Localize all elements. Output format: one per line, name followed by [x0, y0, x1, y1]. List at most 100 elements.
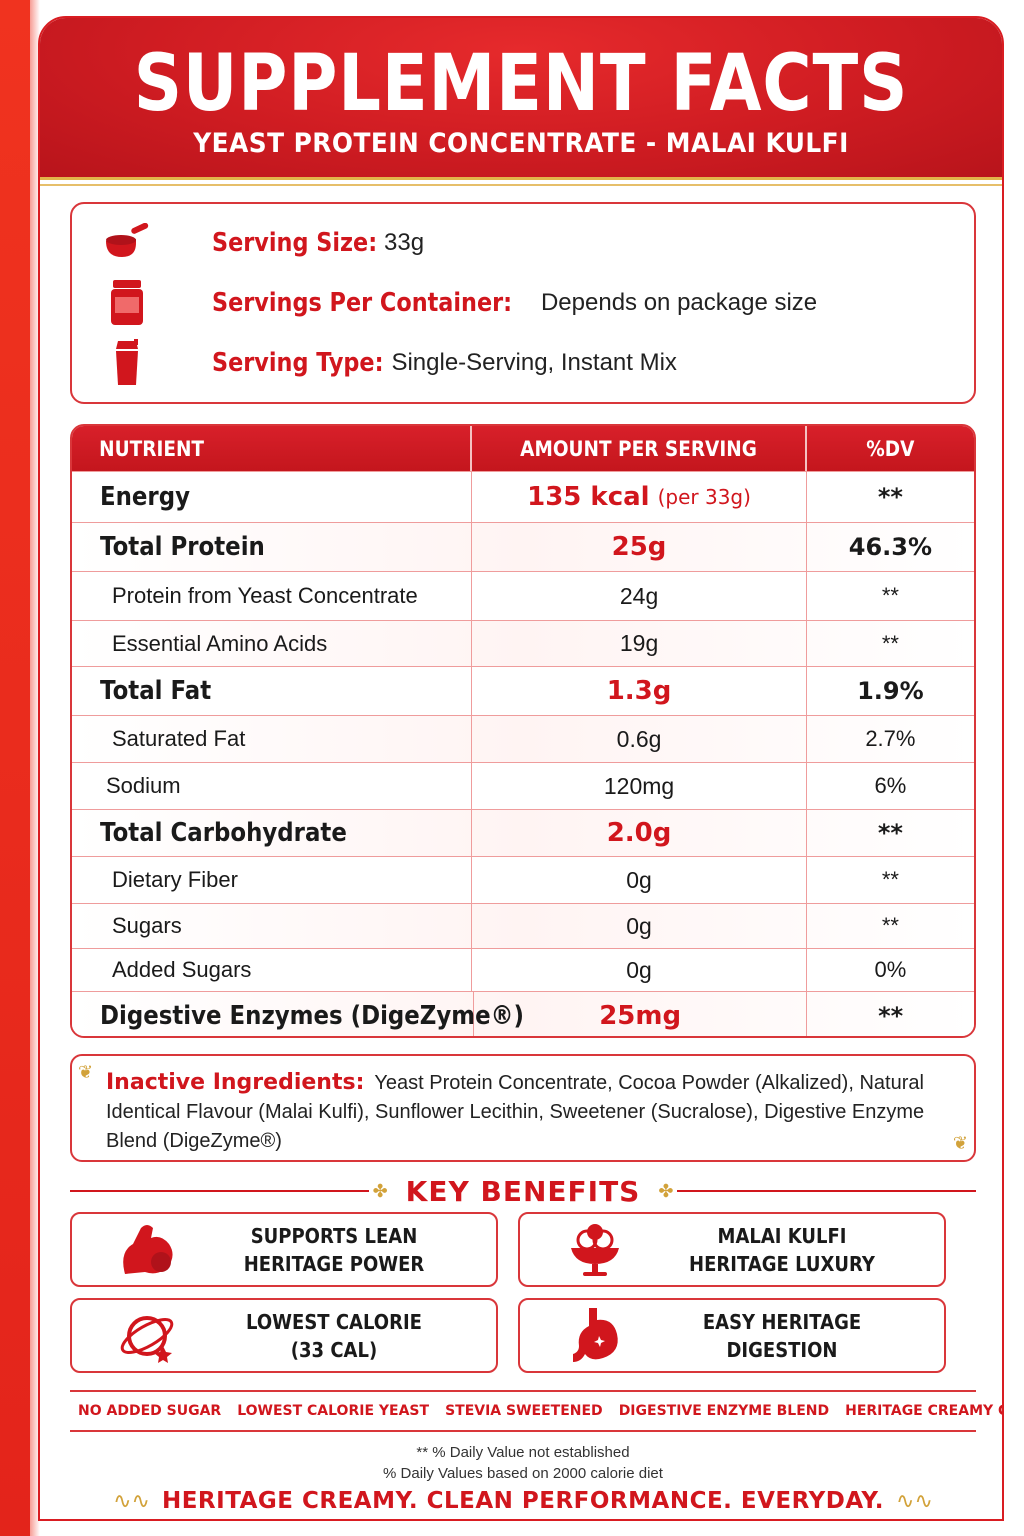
flexed-arm-icon	[92, 1222, 202, 1278]
table-row: Protein from Yeast Concentrate 24g **	[72, 571, 974, 620]
heading-rule	[70, 1190, 369, 1192]
left-accent-strip	[0, 0, 30, 1536]
nutrient-dv: **	[881, 583, 899, 608]
ornament-icon: ✤	[372, 1180, 388, 1201]
serving-size-label: Serving Size:	[212, 228, 378, 258]
benefit-line: DIGESTION	[726, 1337, 838, 1362]
nutrient-name: Total Protein	[72, 523, 473, 571]
nutrient-dv: **	[877, 819, 903, 847]
ice-cream-bowl-icon	[540, 1220, 650, 1280]
nutrient-name: Total Fat	[72, 667, 473, 715]
corner-ornament-icon: ❦	[78, 1062, 94, 1082]
serving-size-value: 33g	[384, 229, 425, 256]
table-header: NUTRIENT AMOUNT PER SERVING %DV	[72, 426, 974, 471]
protein-tub-icon	[102, 278, 152, 328]
inactive-ingredients-label: Inactive Ingredients:	[106, 1070, 365, 1095]
nutrient-dv: 2.7%	[865, 726, 916, 751]
table-row: Total Carbohydrate 2.0g **	[72, 809, 974, 856]
nutrient-name: Dietary Fiber	[72, 857, 473, 903]
benefit-line: (33 CAL)	[290, 1337, 378, 1362]
supplement-facts-panel: SUPPLEMENT FACTS YEAST PROTEIN CONCENTRA…	[38, 16, 1004, 1521]
benefit-line: EASY HERITAGE	[702, 1309, 862, 1334]
nutrient-dv: **	[881, 630, 899, 656]
serving-info-box: Serving Size: 33g Servings Per Container…	[70, 202, 976, 404]
benefit-card-easy-digestion: EASY HERITAGE DIGESTION	[518, 1298, 946, 1373]
footnotes: ** % Daily Value not established % Daily…	[40, 1442, 1002, 1484]
nutrient-name: Essential Amino Acids	[72, 621, 473, 666]
benefit-card-lean-power: SUPPORTS LEAN HERITAGE POWER	[70, 1212, 498, 1287]
nutrient-amount: 2.0g	[472, 810, 807, 856]
table-row: Digestive Enzymes (DigeZyme®) 25mg **	[72, 991, 974, 1036]
nutrient-amount: 0g	[472, 904, 807, 948]
flourish-icon: ∿∿	[896, 1488, 933, 1513]
corner-ornament-icon: ❦	[952, 1133, 968, 1153]
shaker-bottle-icon	[102, 338, 152, 388]
feature-tag: NO ADDED SUGAR	[78, 1403, 222, 1419]
amount-unit-note: (per 33g)	[657, 485, 751, 509]
benefit-line: HERITAGE POWER	[243, 1251, 425, 1276]
nutrient-amount: 25mg	[474, 992, 808, 1036]
nutrient-amount: 19g	[472, 621, 807, 666]
nutrient-name: Saturated Fat	[72, 716, 473, 762]
table-row: Sodium 120mg 6%	[72, 762, 974, 809]
ornament-icon: ✤	[658, 1180, 674, 1201]
nutrient-amount: 0g	[472, 857, 807, 903]
nutrient-name: Sodium	[72, 763, 473, 809]
serving-size-row: Serving Size: 33g	[102, 218, 424, 268]
nutrient-amount: 120mg	[472, 763, 807, 809]
nutrient-amount: 25g	[472, 523, 807, 571]
nutrient-table: NUTRIENT AMOUNT PER SERVING %DV Energy 13…	[70, 424, 976, 1038]
table-row: Energy 135 kcal (per 33g) **	[72, 471, 974, 522]
nutrient-dv: 46.3%	[848, 533, 933, 561]
table-row: Sugars 0g **	[72, 903, 974, 948]
benefit-line: MALAI KULFI	[717, 1223, 847, 1248]
calorie-orbit-icon	[92, 1308, 202, 1364]
nutrient-name: Total Carbohydrate	[72, 810, 473, 856]
nutrient-name: Energy	[72, 472, 473, 522]
nutrient-amount: 0.6g	[472, 716, 807, 762]
nutrient-amount: 135 kcal (per 33g)	[472, 472, 807, 522]
heading-rule	[677, 1190, 976, 1192]
benefit-line: SUPPORTS LEAN	[250, 1223, 418, 1248]
inactive-ingredients-text: Yeast Protein Concentrate, Cocoa Powder …	[106, 1072, 925, 1152]
servings-per-container-label: Servings Per Container:	[212, 288, 513, 318]
nutrient-amount: 0g	[472, 949, 807, 991]
tagline-row: ∿∿ HERITAGE CREAMY. CLEAN PERFORMANCE. E…	[40, 1488, 1002, 1514]
flourish-icon: ∿∿	[113, 1488, 150, 1513]
table-body: Energy 135 kcal (per 33g) ** Total Protein 25…	[72, 471, 974, 1036]
serving-type-row: Serving Type: Single-Serving, Instant Mi…	[102, 338, 677, 388]
table-row: Saturated Fat 0.6g 2.7%	[72, 715, 974, 762]
page-title: SUPPLEMENT FACTS	[133, 39, 909, 129]
nutrient-dv: **	[877, 483, 903, 511]
feature-tag: DIGESTIVE ENZYME BLEND	[618, 1403, 830, 1419]
feature-tags-bar: NO ADDED SUGAR LOWEST CALORIE YEAST STEV…	[70, 1390, 1002, 1432]
nutrient-dv: **	[881, 867, 899, 892]
servings-per-container-value: Depends on package size	[540, 289, 818, 316]
key-benefits-title: KEY BENEFITS	[405, 1174, 641, 1208]
benefit-card-lowest-calorie: LOWEST CALORIE (33 CAL)	[70, 1298, 498, 1373]
header-banner: SUPPLEMENT FACTS YEAST PROTEIN CONCENTRA…	[40, 18, 1002, 180]
table-row: Essential Amino Acids 19g **	[72, 620, 974, 666]
nutrient-dv: **	[881, 913, 899, 938]
nutrient-amount: 1.3g	[472, 667, 807, 715]
table-row: Added Sugars 0g 0%	[72, 948, 974, 991]
footnote-line: ** % Daily Value not established	[416, 1444, 630, 1461]
nutrient-dv: **	[878, 1002, 904, 1030]
nutrient-amount: 24g	[472, 572, 807, 620]
nutrient-name: Added Sugars	[72, 949, 473, 991]
feature-tag: LOWEST CALORIE YEAST	[237, 1403, 430, 1419]
col-header-amount: AMOUNT PER SERVING	[472, 426, 807, 471]
nutrient-name: Protein from Yeast Concentrate	[72, 572, 473, 620]
scoop-icon	[102, 218, 152, 268]
footnote-line: % Daily Values based on 2000 calorie die…	[383, 1465, 663, 1482]
serving-type-value: Single-Serving, Instant Mix	[391, 349, 677, 376]
key-benefits-heading: ✤ KEY BENEFITS ✤	[70, 1174, 976, 1208]
feature-tag: STEVIA SWEETENED	[445, 1403, 603, 1419]
benefit-card-malai-kulfi: MALAI KULFI HERITAGE LUXURY	[518, 1212, 946, 1287]
feature-tag: HERITAGE CREAMY CLEAN	[845, 1403, 1002, 1419]
servings-per-container-row: Servings Per Container: Depends on packa…	[102, 278, 817, 328]
benefit-line: HERITAGE LUXURY	[689, 1251, 875, 1276]
gold-divider	[40, 184, 1002, 186]
nutrient-name: Sugars	[72, 904, 473, 948]
nutrient-dv: 1.9%	[857, 677, 924, 705]
